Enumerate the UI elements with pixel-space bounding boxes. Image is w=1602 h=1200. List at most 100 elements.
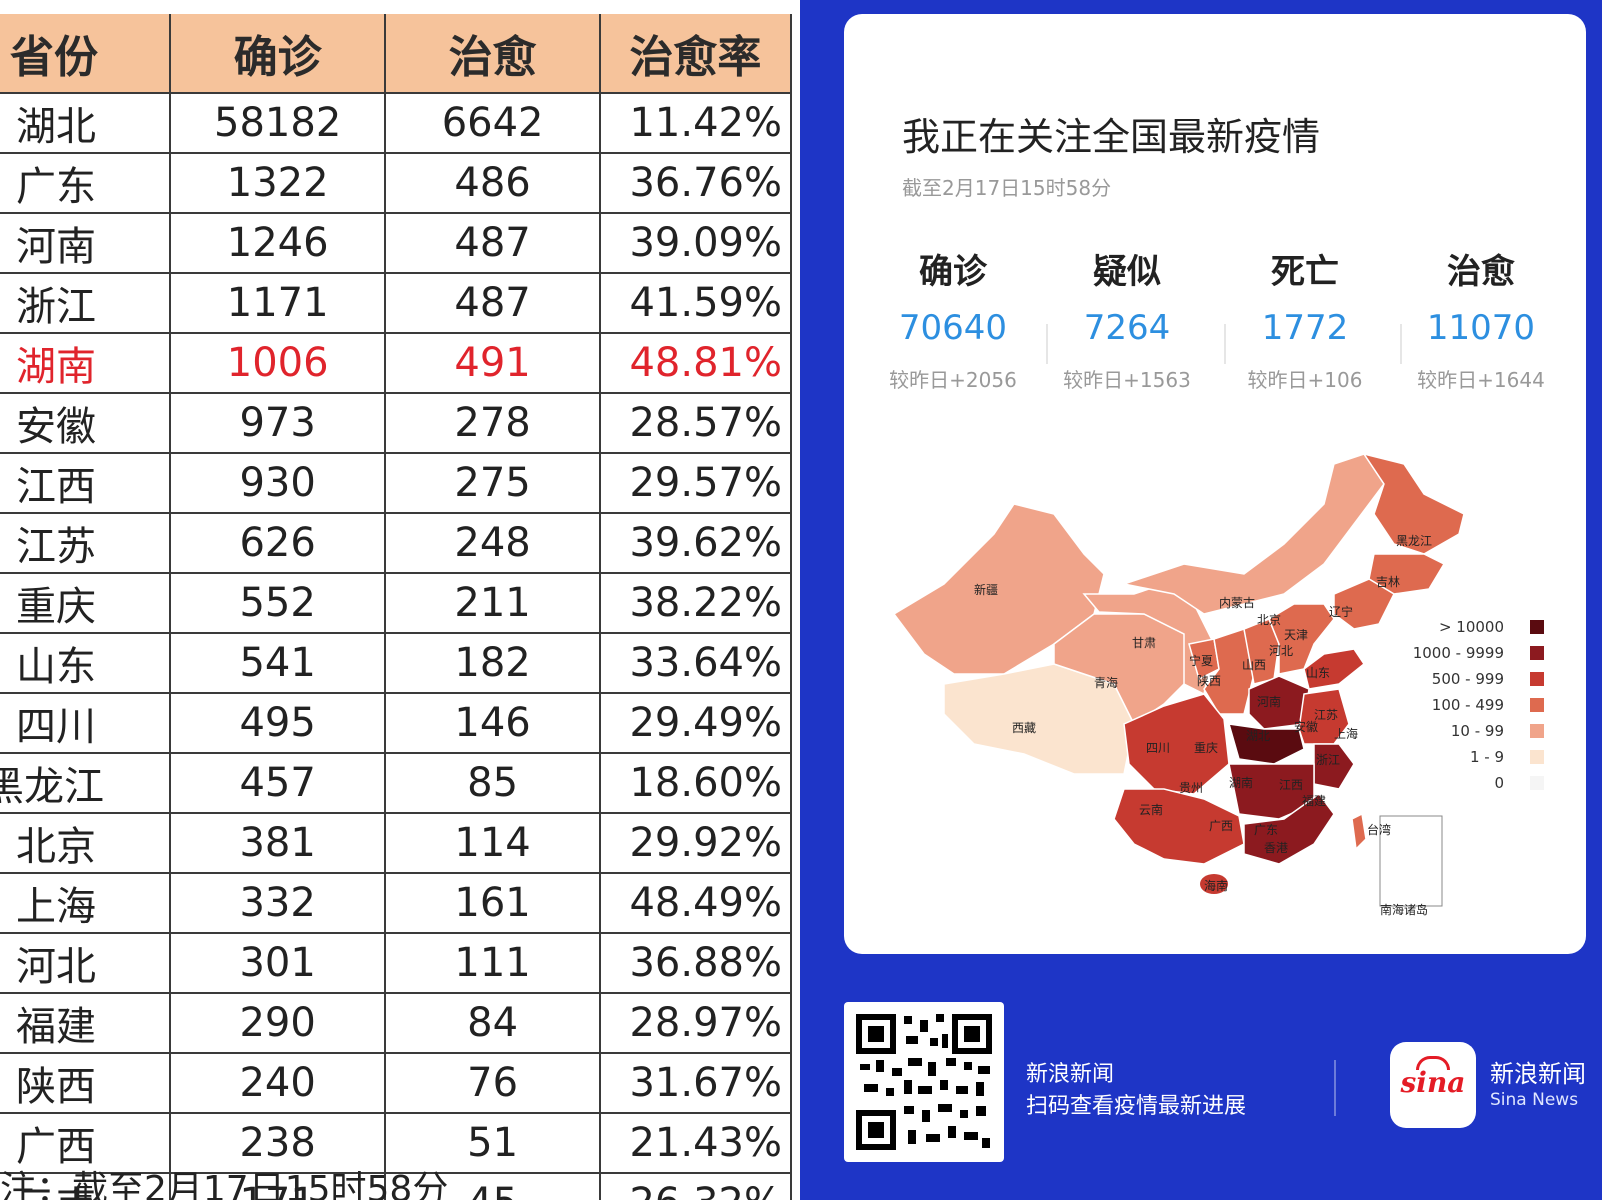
cell-province: 云南 — [0, 1173, 171, 1200]
stat-divider — [1046, 324, 1048, 364]
legend-swatch — [1530, 750, 1544, 764]
legend-label: 1 - 9 — [1469, 748, 1504, 766]
legend-item: 100 - 499 — [1384, 696, 1544, 716]
cell-cured: 76 — [385, 1053, 601, 1114]
sina-logo-icon[interactable]: sina — [1390, 1042, 1476, 1128]
cell-province: 陕西 — [0, 1053, 171, 1114]
map-label-yunnan: 云南 — [1139, 802, 1163, 817]
table-row: 山东 541 182 33.64% — [0, 633, 793, 694]
map-label-hebei: 河北 — [1269, 644, 1293, 658]
region-hubei — [1227, 723, 1305, 765]
stat-delta: 较昨日+106 — [1247, 368, 1363, 392]
cell-province: 安徽 — [0, 393, 171, 454]
cell-cure-rate: 29.57% — [599, 453, 793, 514]
cell-cured: 85 — [385, 753, 601, 814]
map-label-hubei: 湖北 — [1246, 728, 1270, 743]
legend-item: > 10000 — [1384, 618, 1544, 638]
region-fujian-guangdong — [1243, 792, 1335, 865]
table-row: 浙江 1171 487 41.59% — [0, 273, 793, 334]
table-row: 黑龙江 457 85 18.60% — [0, 753, 793, 814]
legend-label: 1000 - 9999 — [1412, 644, 1504, 662]
map-label-hongkong: 香港 — [1264, 841, 1288, 855]
stat-delta: 较昨日+1563 — [1063, 368, 1191, 392]
header-province: 省份 — [0, 14, 171, 94]
epidemic-card: 我正在关注全国最新疫情 截至2月17日15时58分 确诊 70640 较昨日+2… — [844, 14, 1586, 954]
qr-code[interactable] — [844, 1002, 1004, 1162]
map-label-sichuan: 四川 — [1146, 741, 1170, 755]
table-row: 福建 290 84 28.97% — [0, 993, 793, 1054]
cell-cure-rate: 48.81% — [599, 333, 793, 394]
table-note: 注：截至2月17日15时58分 — [0, 1169, 449, 1200]
cell-confirmed: 552 — [169, 573, 387, 634]
legend-swatch — [1530, 724, 1544, 738]
cell-confirmed: 1322 — [169, 153, 387, 214]
map-label-guangdong: 广东 — [1254, 823, 1278, 837]
region-southwest — [1113, 788, 1245, 865]
map-label-xizang: 西藏 — [1012, 721, 1036, 735]
map-label-qinghai: 青海 — [1094, 675, 1118, 690]
cell-province: 上海 — [0, 873, 171, 934]
map-label-xinjiang: 新疆 — [974, 582, 998, 597]
cell-cured: 486 — [385, 153, 601, 214]
map-label-hainan: 海南 — [1204, 878, 1228, 893]
legend-label: 10 - 99 — [1450, 722, 1504, 740]
cell-confirmed: 58182 — [169, 93, 387, 154]
cell-cured: 487 — [385, 213, 601, 274]
map-label-fujian: 福建 — [1302, 793, 1326, 808]
stat-value: 11070 — [1426, 308, 1536, 348]
cell-confirmed: 290 — [169, 993, 387, 1054]
map-label-beijing: 北京 — [1257, 613, 1281, 627]
cell-cured: 487 — [385, 273, 601, 334]
legend-swatch — [1530, 646, 1544, 660]
map-label-jilin: 吉林 — [1376, 575, 1400, 589]
cell-cured: 6642 — [385, 93, 601, 154]
cell-cure-rate: 21.43% — [599, 1113, 793, 1174]
region-shanxi — [1243, 618, 1280, 685]
qr-code-icon — [856, 1014, 992, 1150]
table-row: 湖南 1006 491 48.81% — [0, 333, 793, 394]
cell-cured: 161 — [385, 873, 601, 934]
cell-cure-rate: 26.32% — [599, 1173, 793, 1200]
table-header-row: 省份 确诊 治愈 治愈率 — [0, 14, 793, 94]
cell-confirmed: 930 — [169, 453, 387, 514]
legend-item: 1000 - 9999 — [1384, 644, 1544, 664]
cell-confirmed: 238 — [169, 1113, 387, 1174]
cell-cure-rate: 28.97% — [599, 993, 793, 1054]
brand-name-en: Sina News — [1490, 1090, 1579, 1110]
cell-province: 广东 — [0, 153, 171, 214]
cell-province: 浙江 — [0, 273, 171, 334]
map-label-jiangxi: 江西 — [1279, 778, 1303, 792]
card-timestamp: 截至2月17日15时58分 — [902, 176, 1112, 200]
cell-confirmed: 171 — [169, 1173, 387, 1200]
map-label-anhui: 安徽 — [1294, 719, 1318, 734]
cell-cure-rate: 31.67% — [599, 1053, 793, 1114]
cell-confirmed: 332 — [169, 873, 387, 934]
legend-item: 10 - 99 — [1384, 722, 1544, 742]
header-cured: 治愈 — [385, 14, 601, 94]
cell-confirmed: 1171 — [169, 273, 387, 334]
cell-province: 河南 — [0, 213, 171, 274]
nanhai-inset — [1379, 815, 1443, 907]
cell-province: 福建 — [0, 993, 171, 1054]
map-label-taiwan: 台湾 — [1367, 822, 1391, 837]
header-confirmed: 确诊 — [169, 14, 387, 94]
cell-cure-rate: 11.42% — [599, 93, 793, 154]
table-row: 陕西 240 76 31.67% — [0, 1053, 793, 1114]
cell-province: 河北 — [0, 933, 171, 994]
map-label-jiangsu: 江苏 — [1314, 708, 1338, 722]
brand-name-cn: 新浪新闻 — [1490, 1060, 1586, 1088]
map-label-shanghai: 上海 — [1334, 726, 1358, 741]
cell-cured: 51 — [385, 1113, 601, 1174]
stat-label: 确诊 — [919, 252, 987, 292]
province-table-panel: 省份 确诊 治愈 治愈率 湖北 58182 6642 11.42% 广东 1322 486 3… — [0, 0, 800, 1200]
map-label-shandong: 山东 — [1306, 666, 1330, 680]
table-row: 湖北 58182 6642 11.42% — [0, 93, 793, 154]
cell-cure-rate: 29.92% — [599, 813, 793, 874]
cell-province: 北京 — [0, 813, 171, 874]
cell-cured: 84 — [385, 993, 601, 1054]
cell-cure-rate: 41.59% — [599, 273, 793, 334]
cell-confirmed: 457 — [169, 753, 387, 814]
table-row: 广东 1322 486 36.76% — [0, 153, 793, 214]
cell-cure-rate: 38.22% — [599, 573, 793, 634]
region-liaoning — [1333, 578, 1395, 630]
